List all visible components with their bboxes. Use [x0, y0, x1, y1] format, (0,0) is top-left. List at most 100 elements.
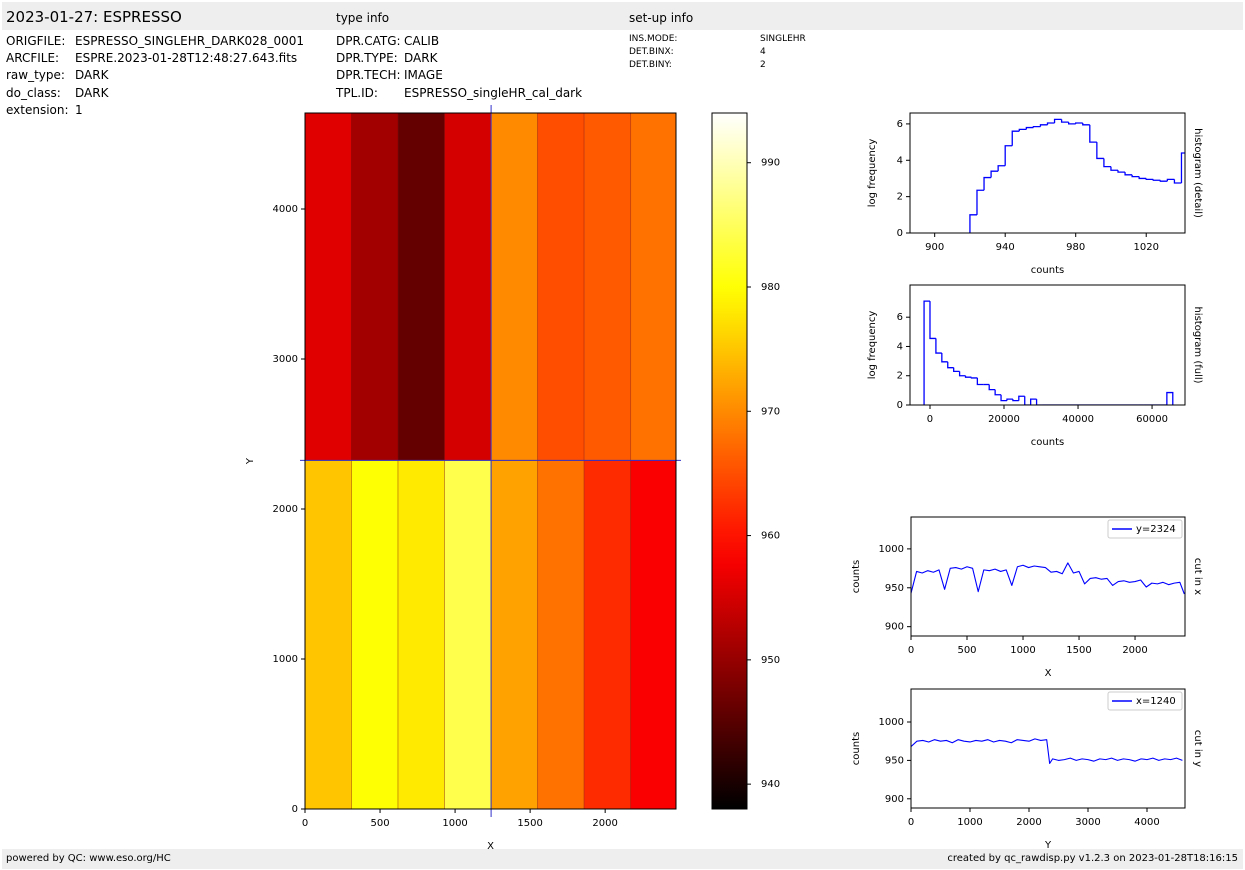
info-key: do_class: — [6, 85, 61, 100]
x-tick-label: 500 — [370, 818, 389, 829]
info-key: DET.BINY: — [629, 59, 672, 70]
info-value: ESPRESSO_singleHR_cal_dark — [404, 85, 583, 100]
histogram-step — [1030, 398, 1037, 405]
legend-label: y=2324 — [1136, 524, 1176, 535]
series-line — [911, 562, 1185, 595]
legend-box — [1107, 519, 1183, 539]
histogram-step — [1075, 122, 1083, 124]
info-key: INS.MODE: — [629, 34, 678, 44]
image-block — [397, 459, 445, 809]
histogram-step — [1035, 399, 1043, 405]
x-tick-label: 900 — [925, 242, 944, 253]
x-tick-label: 4000 — [1134, 817, 1159, 828]
x-tick-label: 0 — [908, 817, 914, 828]
colorbar-tick-label: 960 — [761, 531, 780, 542]
y-tick-label: 6 — [897, 119, 903, 130]
histogram-step — [1082, 123, 1090, 126]
info-key: extension: — [6, 102, 69, 117]
histogram-step — [1068, 122, 1076, 125]
colorbar — [711, 112, 748, 810]
histogram-step — [1166, 391, 1174, 405]
y-tick-label: 900 — [885, 622, 904, 633]
info-value: 2 — [760, 59, 766, 70]
y-tick-label: 4000 — [273, 204, 298, 215]
x-axis-label: counts — [1031, 437, 1064, 448]
x-axis-label: X — [1045, 668, 1052, 679]
footer-left: powered by QC: www.eso.org/HC — [6, 853, 171, 864]
x-tick-label: 0 — [908, 645, 914, 656]
side-label: histogram (full) — [1192, 306, 1203, 383]
histogram-step — [1006, 398, 1013, 401]
info-value: DARK — [75, 85, 109, 100]
image-block — [537, 113, 585, 461]
histogram-step — [1166, 178, 1175, 182]
y-tick-label: 2000 — [273, 504, 298, 515]
histogram-step — [1103, 158, 1111, 168]
image-block — [444, 459, 492, 809]
image-block — [305, 113, 352, 461]
y-tick-label: 0 — [292, 804, 298, 815]
series-line — [911, 738, 1183, 765]
info-value: CALIB — [404, 34, 440, 48]
footer-right: created by qc_rawdisp.py v1.2.3 on 2023-… — [947, 853, 1238, 864]
histogram-step — [1110, 166, 1119, 171]
section-title: type info — [336, 11, 390, 25]
axes-frame — [910, 516, 1186, 637]
info-key: ARCFILE: — [6, 51, 60, 66]
x-tick-label: 980 — [1066, 242, 1085, 253]
histogram-step — [958, 371, 966, 377]
histogram-step — [1180, 152, 1185, 183]
histogram-step — [1032, 125, 1041, 128]
histogram-step — [976, 377, 984, 386]
colorbar-tick-label: 950 — [761, 655, 780, 666]
plot-area — [923, 300, 1174, 405]
x-tick-label: 1500 — [1066, 645, 1091, 656]
histogram-step — [1096, 142, 1104, 160]
histogram-step — [1159, 180, 1168, 182]
image-block — [444, 113, 492, 461]
x-tick-label: 2000 — [592, 818, 617, 829]
y-tick-label: 2 — [897, 371, 903, 382]
histogram-step — [1060, 119, 1069, 123]
histogram-step — [997, 165, 1006, 172]
info-key: DET.BINX: — [629, 46, 674, 57]
y-axis-label: log frequency — [867, 311, 878, 380]
image-block — [305, 459, 352, 809]
y-tick-label: 1000 — [273, 654, 298, 665]
y-axis-label: counts — [851, 560, 862, 593]
header-band — [2, 2, 1243, 30]
histogram-step — [953, 367, 960, 372]
histogram-step — [1145, 178, 1154, 181]
y-tick-label: 950 — [885, 755, 904, 766]
info-value: 4 — [760, 46, 766, 57]
histogram-step — [1089, 124, 1097, 143]
y-tick-label: 6 — [897, 312, 903, 323]
axes-frame — [910, 688, 1186, 809]
histogram-step — [923, 300, 930, 405]
histogram-step — [1053, 118, 1062, 123]
histogram-step — [1025, 126, 1034, 130]
histogram-step — [1011, 130, 1020, 146]
colorbar-tick-label: 990 — [761, 158, 780, 169]
y-tick-label: 2 — [897, 192, 903, 203]
histogram-step — [1138, 176, 1147, 180]
colorbar-tick-label: 940 — [761, 779, 780, 790]
histogram-step — [935, 338, 942, 354]
axes-frame — [304, 112, 677, 810]
y-tick-label: 3000 — [273, 354, 298, 365]
y-axis-label: counts — [851, 732, 862, 765]
x-tick-label: 1020 — [1133, 242, 1158, 253]
histogram-step — [970, 377, 978, 379]
histogram-step — [990, 170, 999, 178]
histogram-step — [1131, 174, 1140, 178]
y-tick-label: 1000 — [879, 717, 904, 728]
x-tick-label: 3000 — [1075, 817, 1100, 828]
y-tick-label: 950 — [885, 583, 904, 594]
histogram-step — [964, 375, 972, 378]
info-value: 1 — [75, 102, 83, 117]
histogram-step — [983, 176, 992, 191]
side-label: cut in x — [1192, 558, 1203, 595]
info-value: ESPRE.2023-01-28T12:48:27.643.fits — [75, 51, 298, 66]
